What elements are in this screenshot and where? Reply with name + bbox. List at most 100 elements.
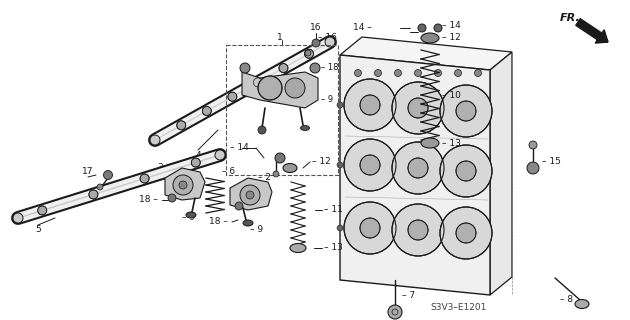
Circle shape — [360, 155, 380, 175]
Text: 4: 4 — [195, 150, 201, 159]
Circle shape — [279, 64, 288, 73]
Polygon shape — [340, 55, 490, 295]
Circle shape — [304, 49, 314, 58]
Circle shape — [454, 69, 462, 76]
Circle shape — [285, 78, 305, 98]
Text: – 7: – 7 — [402, 291, 415, 300]
Circle shape — [140, 174, 149, 183]
Circle shape — [408, 158, 428, 178]
Circle shape — [240, 185, 260, 205]
Ellipse shape — [421, 138, 439, 148]
Text: 18 –: 18 – — [139, 196, 158, 204]
Circle shape — [392, 204, 444, 256]
Polygon shape — [340, 37, 512, 70]
Circle shape — [344, 79, 396, 131]
Ellipse shape — [301, 125, 309, 131]
Circle shape — [337, 162, 343, 168]
Circle shape — [253, 78, 263, 87]
Circle shape — [440, 207, 492, 259]
Text: 18 –: 18 – — [209, 218, 228, 227]
Circle shape — [529, 141, 537, 149]
Circle shape — [355, 69, 362, 76]
Circle shape — [408, 98, 428, 118]
Text: 1: 1 — [277, 33, 283, 42]
Ellipse shape — [283, 164, 297, 172]
Circle shape — [474, 69, 481, 76]
Circle shape — [258, 126, 266, 134]
Text: – 9: – 9 — [250, 226, 263, 235]
Circle shape — [456, 101, 476, 121]
Circle shape — [192, 158, 200, 167]
Circle shape — [456, 223, 476, 243]
Text: 17: 17 — [83, 167, 94, 177]
Circle shape — [310, 63, 320, 73]
Circle shape — [228, 92, 237, 101]
Circle shape — [103, 171, 113, 180]
Circle shape — [177, 121, 186, 130]
Text: – 15: – 15 — [542, 157, 561, 166]
Text: – 2: – 2 — [258, 173, 271, 182]
Ellipse shape — [575, 300, 589, 308]
Circle shape — [344, 139, 396, 191]
Circle shape — [246, 191, 254, 199]
Circle shape — [392, 82, 444, 134]
Circle shape — [258, 76, 282, 100]
Polygon shape — [165, 168, 205, 200]
Text: – 14: – 14 — [230, 143, 249, 153]
Circle shape — [168, 194, 176, 202]
Circle shape — [312, 39, 320, 47]
Circle shape — [173, 175, 193, 195]
Circle shape — [388, 305, 402, 319]
Circle shape — [215, 150, 225, 160]
FancyArrow shape — [576, 19, 608, 43]
Circle shape — [440, 85, 492, 137]
Text: – 13: – 13 — [324, 244, 343, 252]
Text: – 18: – 18 — [321, 63, 338, 73]
Circle shape — [179, 181, 187, 189]
Polygon shape — [242, 72, 318, 108]
Polygon shape — [230, 178, 272, 210]
Text: – 16: – 16 — [318, 34, 337, 43]
Text: 3: 3 — [157, 164, 163, 172]
Circle shape — [360, 218, 380, 238]
Circle shape — [392, 142, 444, 194]
Circle shape — [360, 95, 380, 115]
Polygon shape — [490, 52, 512, 295]
Text: S3V3–E1201: S3V3–E1201 — [430, 303, 486, 313]
Circle shape — [38, 206, 47, 215]
Circle shape — [394, 69, 401, 76]
Circle shape — [415, 69, 421, 76]
Text: FR.: FR. — [560, 13, 581, 23]
Text: – 12: – 12 — [312, 157, 331, 166]
Circle shape — [202, 107, 211, 116]
Circle shape — [235, 202, 243, 210]
Circle shape — [408, 220, 428, 240]
Text: – 8: – 8 — [560, 295, 573, 305]
Circle shape — [418, 24, 426, 32]
Text: – 6: – 6 — [222, 167, 235, 177]
Text: 5: 5 — [35, 226, 41, 235]
Ellipse shape — [243, 220, 253, 226]
Bar — [226, 45, 338, 175]
Text: – 9: – 9 — [182, 213, 195, 222]
Circle shape — [435, 69, 442, 76]
Circle shape — [97, 184, 103, 190]
Text: – 10: – 10 — [442, 91, 461, 100]
Circle shape — [275, 153, 285, 163]
Circle shape — [89, 190, 98, 199]
Circle shape — [305, 50, 311, 56]
Ellipse shape — [421, 33, 439, 43]
Circle shape — [527, 162, 539, 174]
Circle shape — [434, 24, 442, 32]
Text: 14 –: 14 – — [353, 23, 372, 33]
Circle shape — [13, 213, 23, 223]
Ellipse shape — [290, 244, 306, 252]
Circle shape — [344, 202, 396, 254]
Text: – 11: – 11 — [324, 205, 343, 214]
Text: – 12: – 12 — [442, 34, 461, 43]
Circle shape — [456, 161, 476, 181]
Text: – 13: – 13 — [442, 139, 461, 148]
Circle shape — [374, 69, 382, 76]
Text: – 9: – 9 — [321, 95, 333, 105]
Circle shape — [240, 63, 250, 73]
